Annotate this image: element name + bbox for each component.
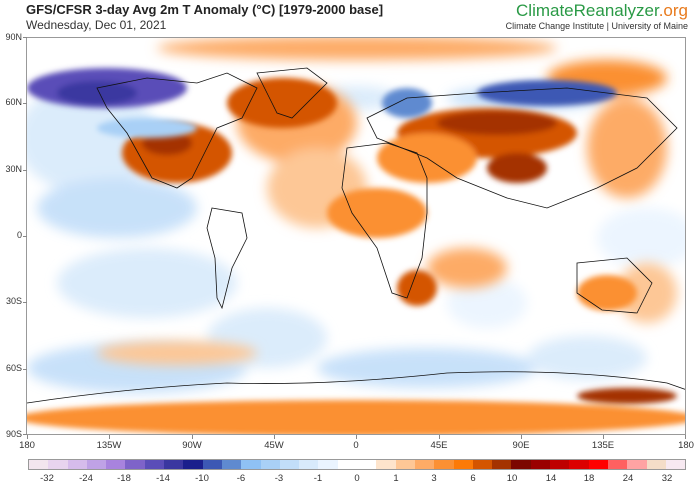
coastlines	[27, 67, 685, 404]
colorbar-swatch	[299, 460, 319, 469]
colorbar-label: -32	[40, 473, 54, 484]
colorbar-label: 10	[506, 473, 518, 484]
colorbar-swatch	[607, 460, 628, 469]
map-date: Wednesday, Dec 01, 2021	[26, 18, 167, 32]
colorbar-label: 3	[431, 473, 437, 484]
lat-label: 60S	[5, 363, 22, 373]
lon-tick	[109, 435, 110, 439]
lat-label: 90S	[5, 429, 22, 439]
lon-tick	[356, 435, 357, 439]
brand-name: ClimateReanalyzer	[516, 1, 659, 20]
lon-tick	[521, 435, 522, 439]
colorbar-swatch	[395, 460, 415, 469]
colorbar-label: -18	[117, 473, 131, 484]
lon-tick	[439, 435, 440, 439]
colorbar-swatch	[588, 460, 608, 469]
colorbar-swatch	[279, 460, 300, 469]
colorbar-swatch	[627, 460, 647, 469]
colorbar-label: 24	[622, 473, 634, 484]
colorbar-swatch	[569, 460, 589, 469]
lon-tick	[274, 435, 275, 439]
colorbar-label: -6	[236, 473, 246, 484]
lon-label: 180	[19, 440, 35, 451]
lon-tick	[27, 435, 28, 439]
colorbar-label: 1	[393, 473, 399, 484]
colorbar-swatch	[144, 460, 165, 469]
colorbar-label: 18	[583, 473, 595, 484]
colorbar-swatch	[67, 460, 87, 469]
colorbar-swatch	[125, 460, 145, 469]
colorbar-swatch	[260, 460, 280, 469]
colorbar-label: -3	[274, 473, 284, 484]
colorbar-swatch	[241, 460, 261, 469]
anomaly-map	[26, 37, 686, 435]
lon-label: 45W	[264, 440, 284, 451]
lon-label: 90W	[182, 440, 202, 451]
colorbar-swatch	[434, 460, 454, 469]
lon-tick	[685, 435, 686, 439]
lat-tick	[23, 302, 27, 303]
colorbar-swatch	[472, 460, 493, 469]
lat-tick	[23, 236, 27, 237]
brand-tld: .org	[658, 1, 688, 20]
colorbar	[28, 459, 686, 470]
lat-label: 60N	[5, 97, 22, 107]
colorbar-swatch	[550, 460, 570, 469]
lon-label: 135E	[591, 440, 615, 451]
colorbar-swatch	[86, 460, 107, 469]
lon-label: 135W	[96, 440, 122, 451]
colorbar-label: 14	[545, 473, 557, 484]
colorbar-swatch	[164, 460, 184, 469]
lon-label: 45E	[430, 440, 448, 451]
colorbar-swatch	[530, 460, 551, 469]
colorbar-swatch	[665, 460, 686, 469]
lat-tick	[23, 170, 27, 171]
lon-label: 90E	[512, 440, 530, 451]
lon-tick	[603, 435, 604, 439]
colorbar-swatch	[414, 460, 435, 469]
lat-label: 90N	[5, 32, 22, 42]
colorbar-label: 0	[354, 473, 360, 484]
brand-subtitle: Climate Change Institute | University of…	[505, 21, 688, 31]
lat-label: 0	[16, 230, 22, 240]
anomaly-field	[27, 38, 685, 434]
colorbar-swatch	[646, 460, 666, 469]
map-title: GFS/CFSR 3-day Avg 2m T Anomaly (°C) [19…	[26, 2, 384, 17]
colorbar-swatch	[202, 460, 222, 469]
colorbar-swatch	[511, 460, 531, 469]
colorbar-swatch	[453, 460, 473, 469]
colorbar-swatch	[357, 460, 377, 469]
colorbar-swatch	[183, 460, 203, 469]
colorbar-swatch	[106, 460, 126, 469]
colorbar-swatch	[48, 460, 68, 469]
colorbar-swatch	[318, 460, 338, 469]
lat-tick	[23, 103, 27, 104]
colorbar-label: 32	[661, 473, 673, 484]
colorbar-swatch	[492, 460, 512, 469]
lat-label: 30N	[5, 164, 22, 174]
lat-tick	[23, 434, 27, 435]
colorbar-swatch	[337, 460, 358, 469]
colorbar-swatch	[29, 460, 49, 469]
lat-label: 30S	[5, 296, 22, 306]
lon-tick	[192, 435, 193, 439]
brand-logo[interactable]: ClimateReanalyzer.org	[516, 1, 688, 21]
lat-tick	[23, 369, 27, 370]
colorbar-swatch	[376, 460, 396, 469]
colorbar-label: -24	[79, 473, 93, 484]
colorbar-label: -14	[156, 473, 170, 484]
lat-tick	[23, 37, 27, 38]
colorbar-label: 6	[470, 473, 476, 484]
colorbar-swatch	[221, 460, 242, 469]
colorbar-label: -1	[313, 473, 323, 484]
lon-label: 180	[678, 440, 694, 451]
colorbar-label: -10	[195, 473, 209, 484]
lon-label: 0	[353, 440, 359, 451]
